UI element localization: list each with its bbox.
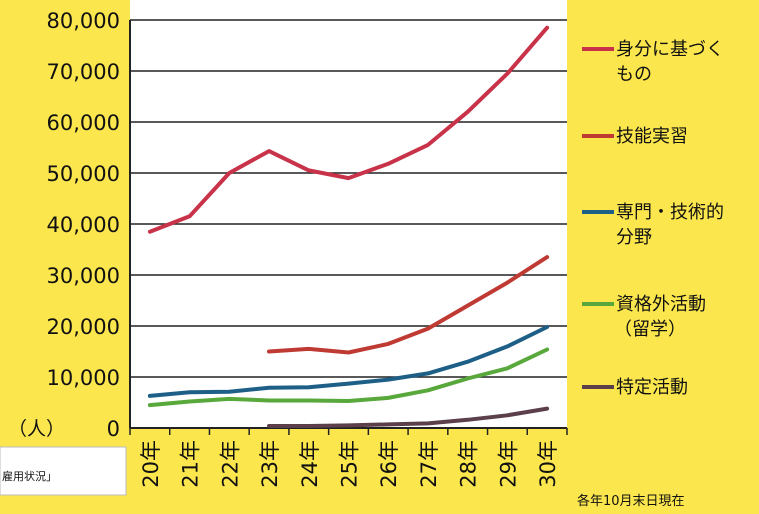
- x-tick-label: 28年: [457, 440, 481, 488]
- series-line: [267, 406, 550, 428]
- x-tick-label: 22年: [218, 440, 242, 488]
- x-tick-label: 23年: [258, 440, 282, 488]
- legend-label: 分野: [616, 227, 652, 248]
- x-tick-label: 29年: [496, 440, 520, 488]
- y-unit-label: （人）: [8, 418, 65, 440]
- y-tick-label: 50,000: [47, 162, 120, 186]
- source-text: 雇用状況」: [2, 469, 57, 483]
- y-tick-label: 10,000: [47, 366, 120, 390]
- series-line: [147, 25, 550, 234]
- legend-label: 身分に基づく: [616, 39, 724, 60]
- legend-label: 専門・技術的: [616, 202, 724, 223]
- y-tick-label: 60,000: [47, 111, 120, 135]
- legend-label: もの: [616, 64, 652, 85]
- x-tick-label: 24年: [298, 440, 322, 488]
- y-tick-label: 40,000: [47, 213, 120, 237]
- y-tick-label: 20,000: [47, 315, 120, 339]
- x-tick-label: 30年: [536, 440, 560, 488]
- axes: [129, 20, 568, 435]
- series-lines: [147, 25, 550, 428]
- series-line: [147, 347, 550, 408]
- x-tick-label: 21年: [179, 440, 203, 488]
- x-tick-label: 20年: [139, 440, 163, 488]
- x-tick-label: 26年: [377, 440, 401, 488]
- x-tick-labels: 20年 21年 22年 23年 24年 25年 26年 27年 28年 29年 30年: [139, 440, 560, 488]
- legend-label: 資格外活動: [616, 294, 706, 315]
- legend-label: （留学）: [614, 319, 686, 340]
- series-line: [147, 325, 550, 398]
- y-tick-label: 70,000: [47, 60, 120, 84]
- y-tick-label: 80,000: [47, 9, 120, 33]
- series-line: [267, 255, 550, 355]
- gridlines: [130, 19, 567, 378]
- y-tick-label: 30,000: [47, 264, 120, 288]
- chart-note: 各年10月末日現在: [577, 493, 685, 509]
- source-box: [0, 446, 127, 496]
- y-tick-labels: 0 10,000 20,000 30,000 40,000 50,000 60,000 70,…: [47, 9, 120, 441]
- plot-area: [130, 0, 567, 428]
- y-tick-label: 0: [107, 417, 120, 441]
- legend-label: 技能実習: [616, 126, 688, 147]
- x-tick-label: 27年: [417, 440, 441, 488]
- legend-label: 特定活動: [616, 377, 688, 398]
- x-tick-label: 25年: [338, 440, 362, 488]
